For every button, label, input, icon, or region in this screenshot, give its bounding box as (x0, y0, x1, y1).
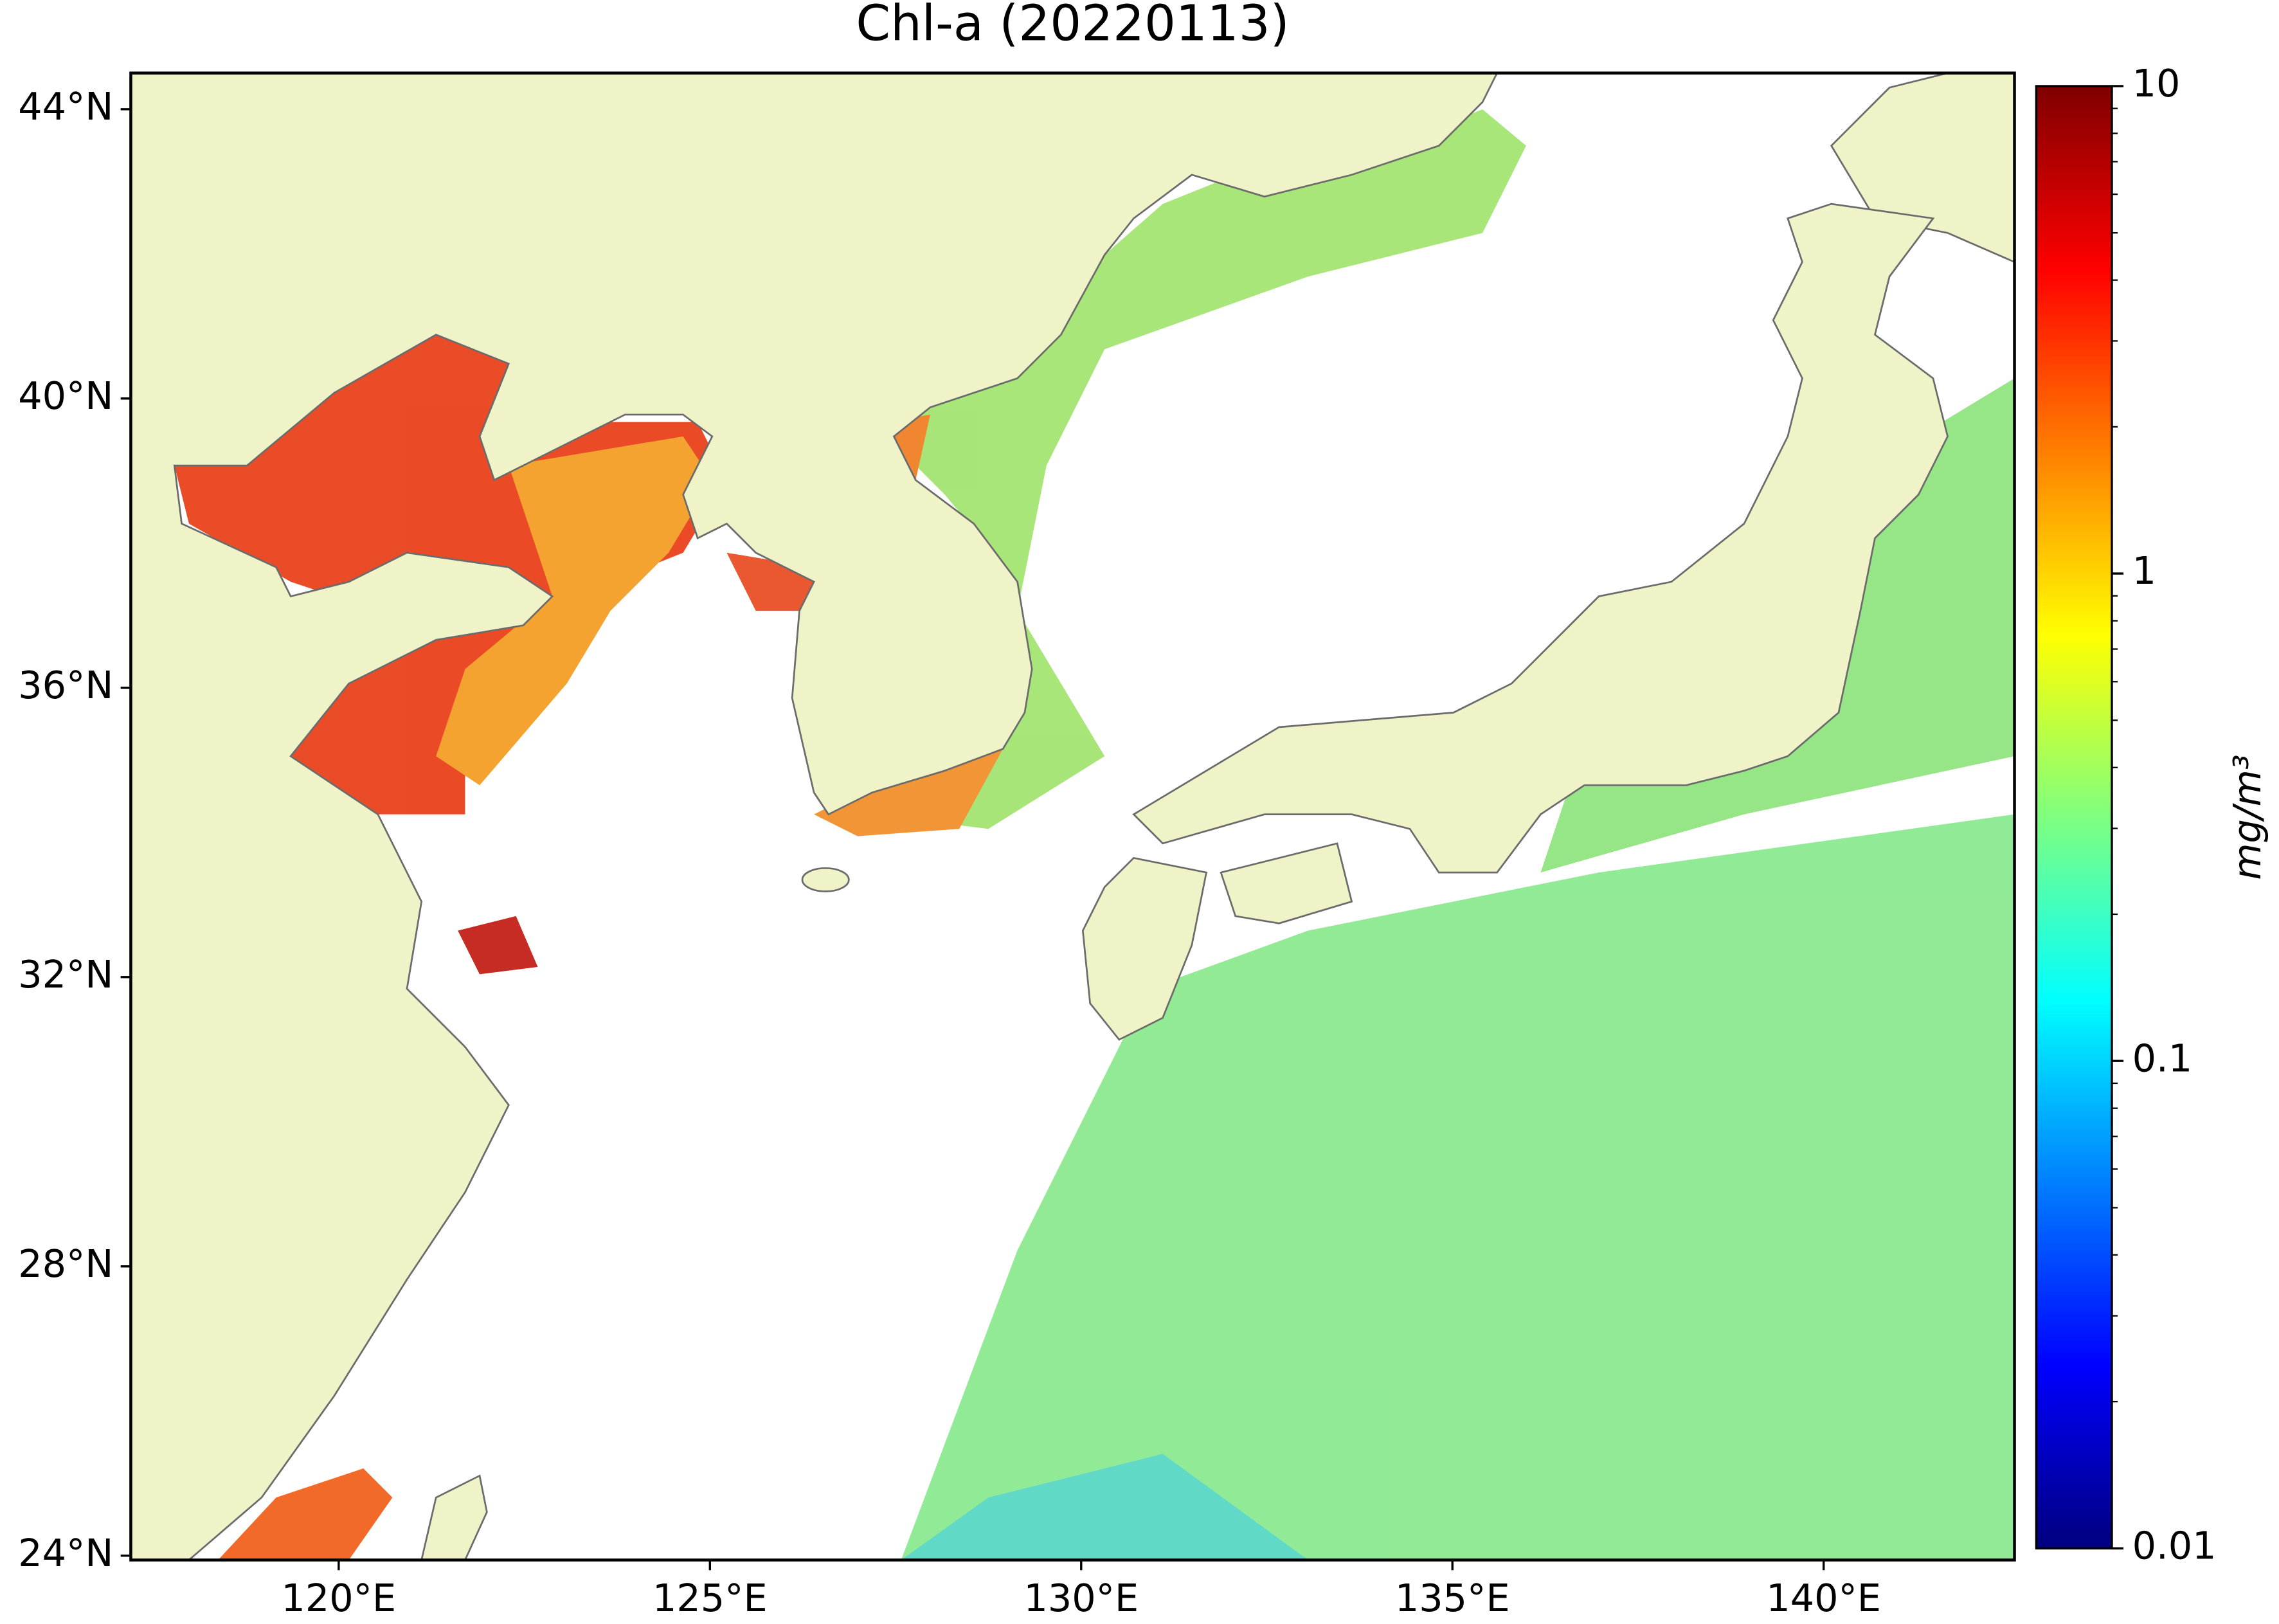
colorbar-tick-label: 0.1 (2132, 1036, 2192, 1080)
chlorophyll-imagery (174, 109, 2015, 1560)
y-tick-label: 36°N (18, 663, 113, 707)
chl-patch (814, 748, 1003, 836)
land (131, 73, 1499, 1560)
chl-patch (872, 109, 1526, 829)
x-tick-label: 140°E (1766, 1576, 1881, 1620)
map-frame (129, 71, 2016, 1562)
chl-patch (901, 814, 2015, 1560)
chl-patch (901, 1454, 1308, 1560)
y-tick-label: 24°N (18, 1531, 113, 1575)
chl-patch (218, 1468, 393, 1560)
y-tick-label: 44°N (18, 84, 113, 129)
land (1132, 203, 1949, 874)
chl-patch (436, 436, 712, 786)
x-tick-label: 120°E (282, 1576, 397, 1620)
colorbar-tick-label: 1 (2132, 548, 2156, 593)
map-area (131, 73, 2015, 1560)
land (420, 1474, 488, 1560)
land (1081, 857, 1208, 1041)
x-tick-label: 125°E (653, 1576, 768, 1620)
y-tick-label: 40°N (18, 374, 113, 418)
land (801, 867, 850, 892)
colorbar-label: mg/m³ (2225, 755, 2269, 880)
colorbar-tick-label: 0.01 (2132, 1523, 2217, 1567)
colorbar (2035, 85, 2113, 1550)
y-tick-label: 28°N (18, 1241, 113, 1286)
x-tick-label: 135°E (1395, 1576, 1510, 1620)
chl-patch (458, 916, 538, 975)
land (1220, 842, 1353, 925)
chart-title: Chl-a (20220113) (856, 0, 1289, 52)
y-tick-label: 32°N (18, 952, 113, 997)
x-tick-label: 130°E (1023, 1576, 1139, 1620)
colorbar-tick-label: 10 (2132, 61, 2181, 105)
